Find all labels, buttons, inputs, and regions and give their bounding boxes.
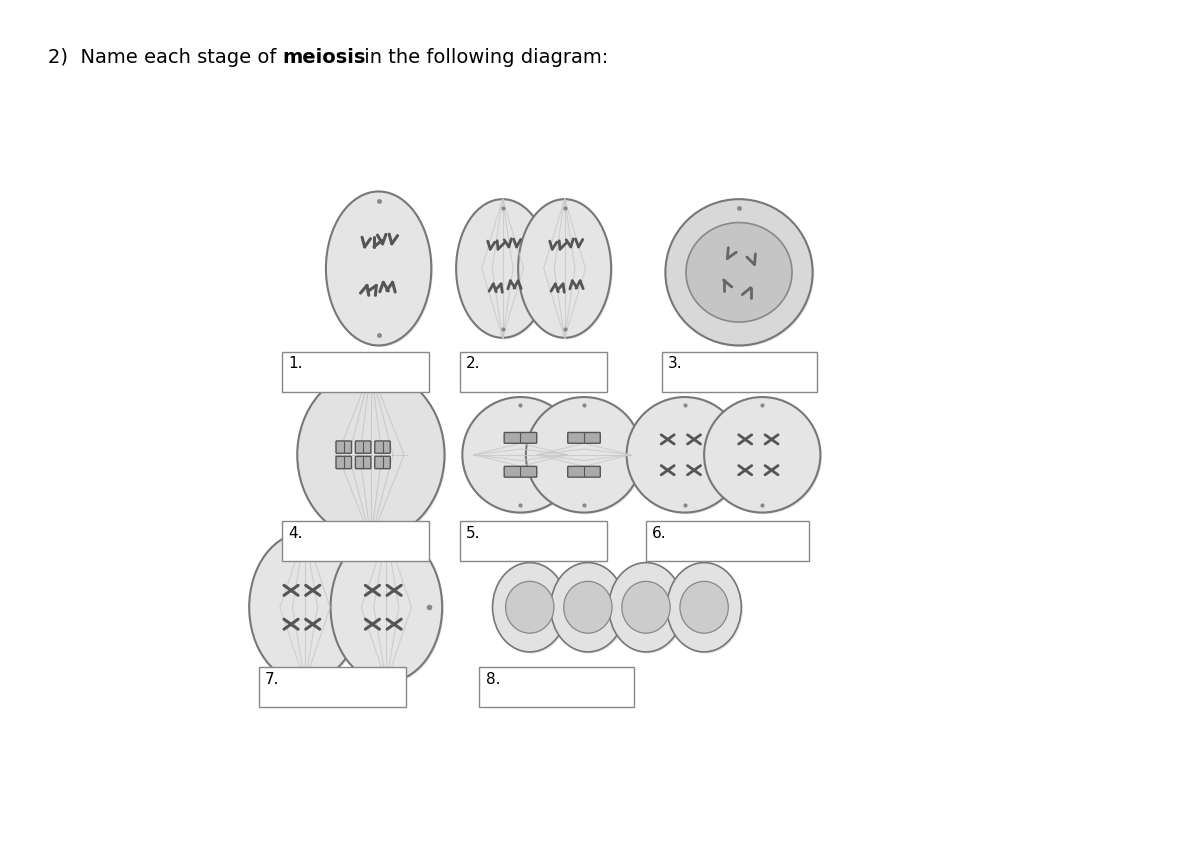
Ellipse shape: [667, 562, 742, 652]
Ellipse shape: [251, 534, 362, 683]
Bar: [282, 521, 430, 561]
Ellipse shape: [494, 564, 569, 653]
FancyBboxPatch shape: [504, 433, 536, 443]
Ellipse shape: [668, 564, 743, 653]
Ellipse shape: [299, 372, 446, 541]
Ellipse shape: [332, 534, 444, 683]
Text: meiosis: meiosis: [282, 48, 365, 67]
Text: 8.: 8.: [486, 672, 500, 687]
Ellipse shape: [492, 562, 566, 652]
Ellipse shape: [667, 200, 814, 347]
Ellipse shape: [608, 562, 683, 652]
Bar: [282, 352, 430, 391]
Ellipse shape: [704, 397, 821, 512]
FancyBboxPatch shape: [355, 456, 371, 468]
Ellipse shape: [680, 581, 728, 633]
Text: 5.: 5.: [466, 525, 481, 541]
Ellipse shape: [518, 200, 611, 338]
Ellipse shape: [665, 200, 812, 346]
Bar: [479, 667, 635, 708]
Ellipse shape: [622, 581, 670, 633]
Ellipse shape: [456, 200, 550, 338]
Ellipse shape: [626, 397, 743, 512]
FancyBboxPatch shape: [568, 433, 600, 443]
FancyBboxPatch shape: [336, 456, 352, 468]
FancyBboxPatch shape: [355, 441, 371, 454]
Text: 2.: 2.: [466, 356, 481, 372]
Ellipse shape: [457, 200, 551, 340]
Ellipse shape: [328, 193, 433, 347]
Text: 1.: 1.: [288, 356, 302, 372]
Ellipse shape: [551, 562, 625, 652]
Ellipse shape: [464, 398, 580, 514]
Text: in the following diagram:: in the following diagram:: [358, 48, 608, 67]
Ellipse shape: [330, 532, 442, 682]
Text: 3.: 3.: [667, 356, 683, 372]
Ellipse shape: [686, 223, 792, 322]
Ellipse shape: [505, 581, 554, 633]
Bar: [661, 352, 816, 391]
Bar: [646, 521, 809, 561]
Text: 7.: 7.: [265, 672, 280, 687]
Ellipse shape: [706, 398, 822, 514]
Ellipse shape: [298, 370, 444, 539]
Ellipse shape: [462, 397, 578, 512]
Ellipse shape: [520, 200, 613, 340]
Ellipse shape: [250, 532, 361, 682]
Bar: [460, 521, 607, 561]
Ellipse shape: [628, 398, 744, 514]
Ellipse shape: [611, 564, 685, 653]
Ellipse shape: [564, 581, 612, 633]
FancyBboxPatch shape: [374, 441, 390, 454]
FancyBboxPatch shape: [374, 456, 390, 468]
FancyBboxPatch shape: [504, 467, 536, 477]
Ellipse shape: [552, 564, 626, 653]
Bar: [460, 352, 607, 391]
Text: 6.: 6.: [653, 525, 667, 541]
Text: 2)  Name each stage of: 2) Name each stage of: [48, 48, 283, 67]
Text: 4.: 4.: [288, 525, 302, 541]
Ellipse shape: [326, 192, 431, 346]
FancyBboxPatch shape: [336, 441, 352, 454]
Bar: [258, 667, 406, 708]
Ellipse shape: [526, 397, 642, 512]
FancyBboxPatch shape: [568, 467, 600, 477]
Ellipse shape: [528, 398, 643, 514]
